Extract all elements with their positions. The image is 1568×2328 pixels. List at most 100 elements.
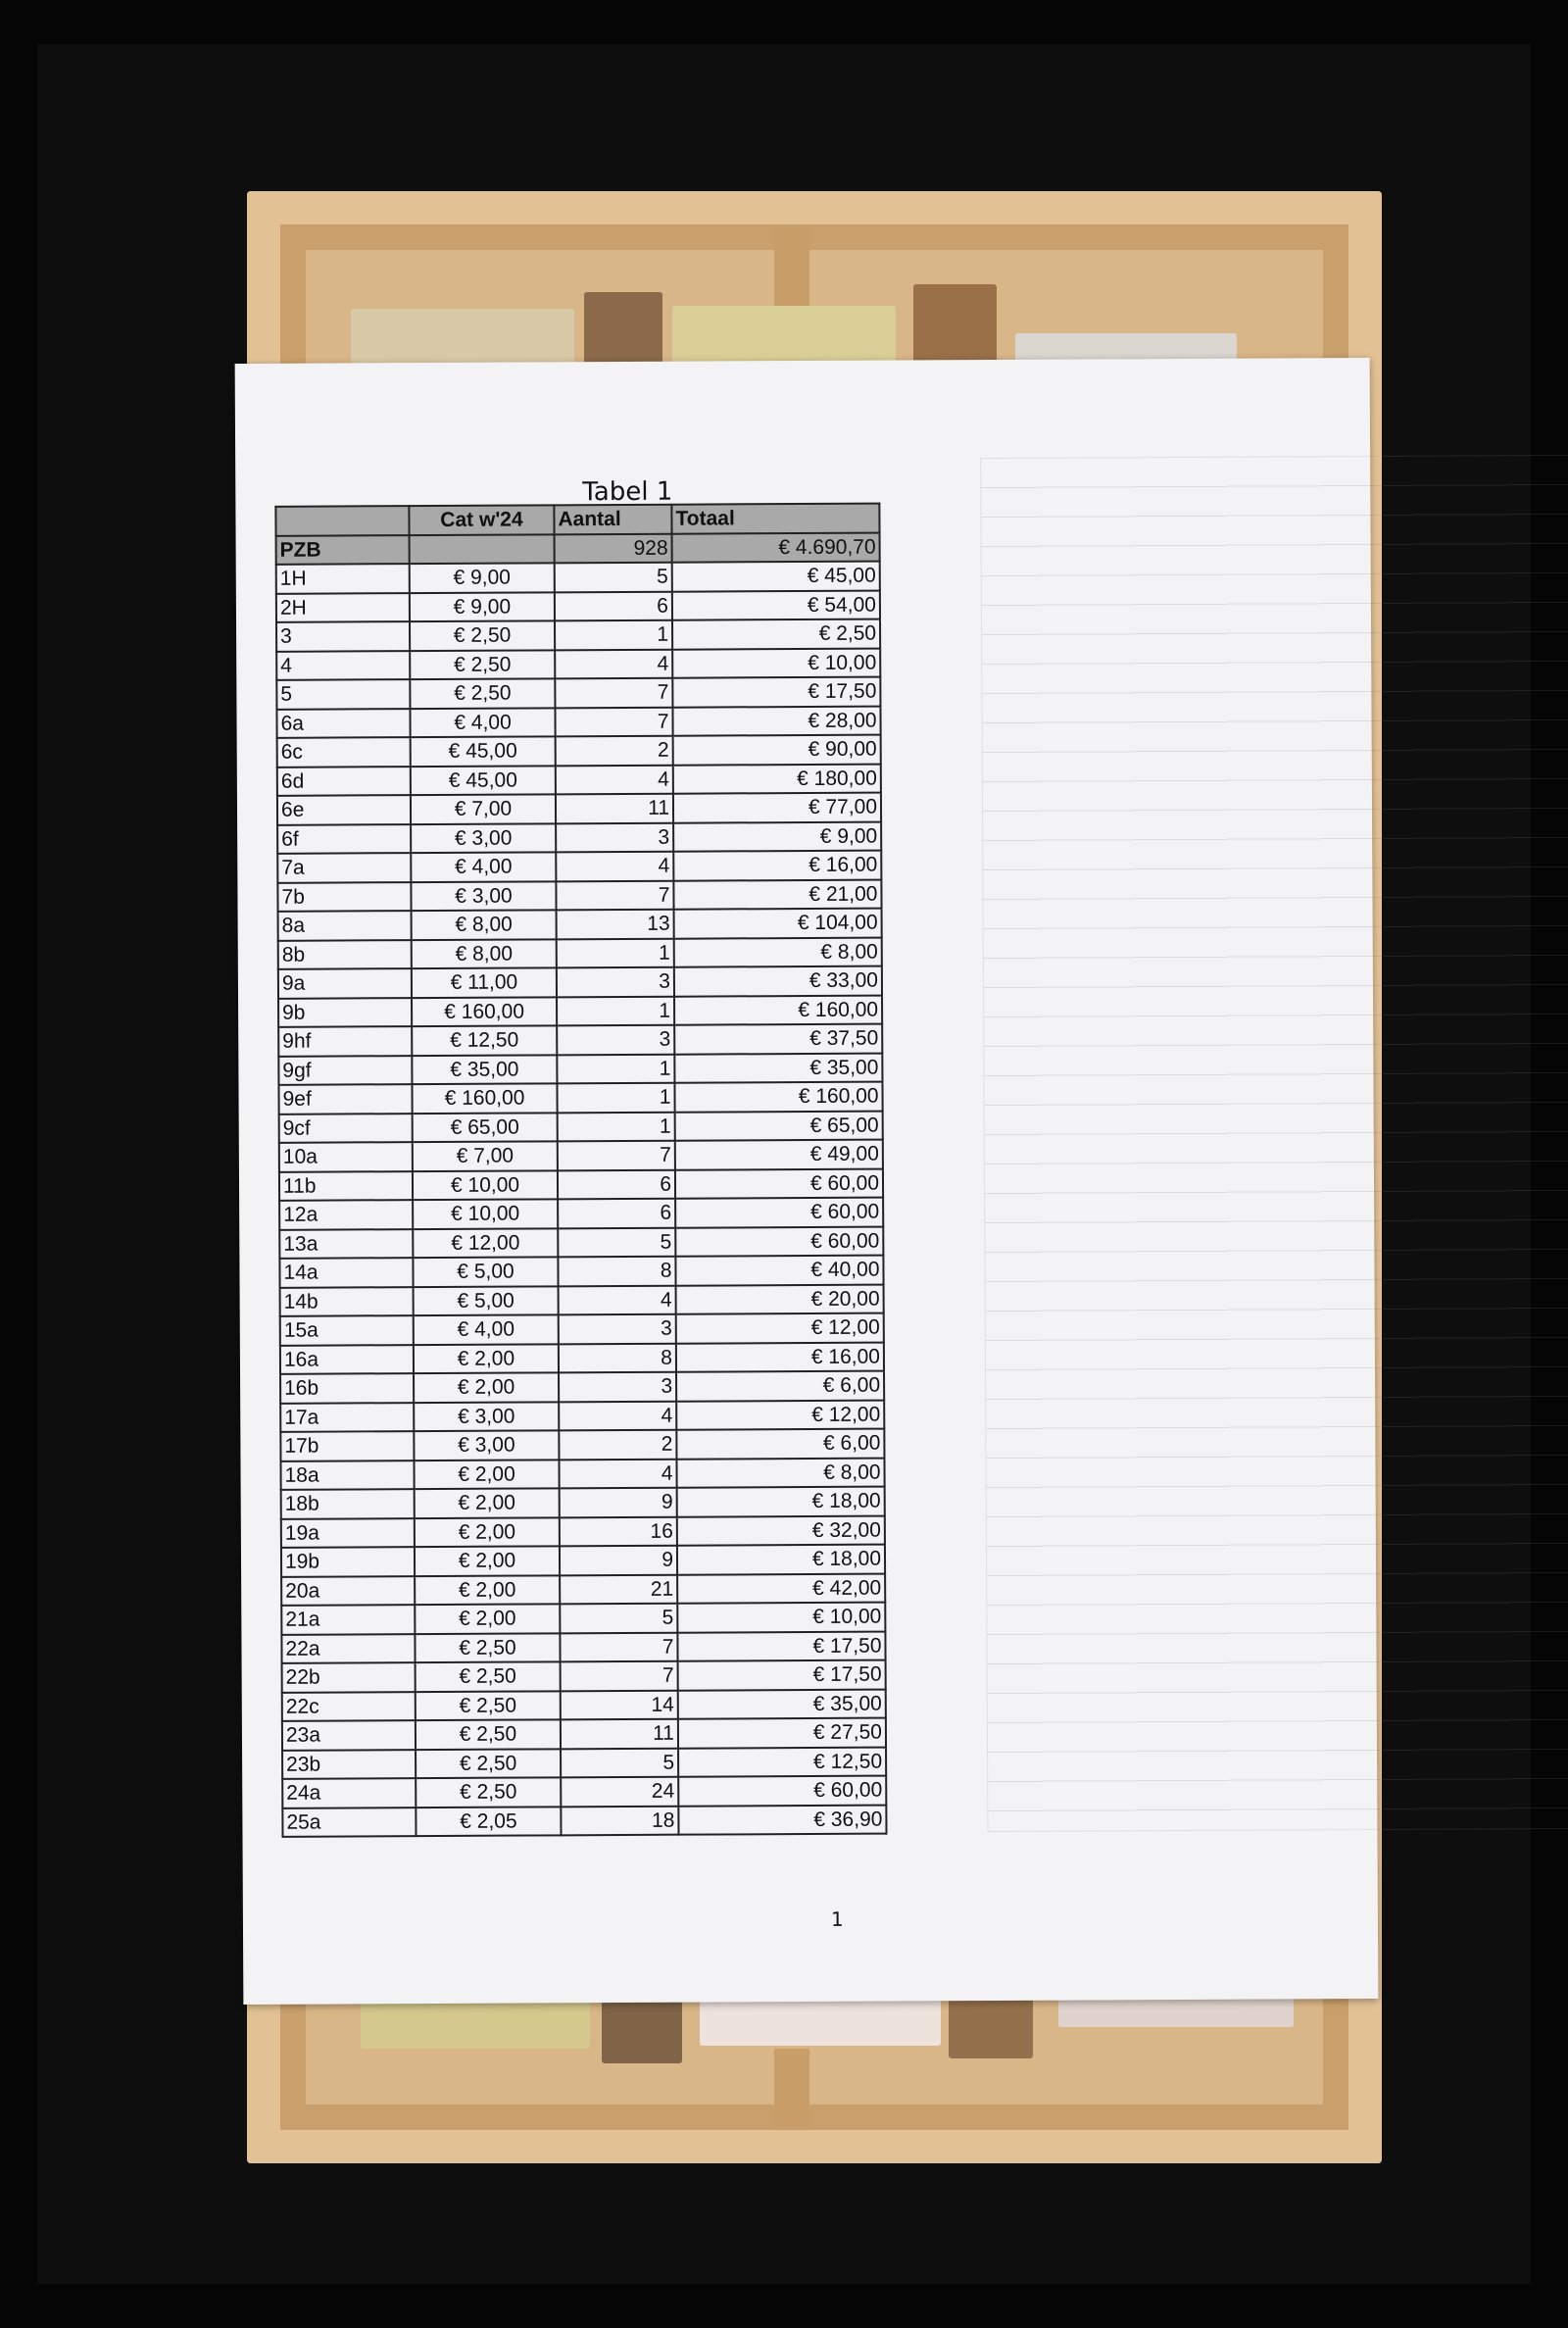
row-totaal: € 12,00 bbox=[675, 1313, 884, 1344]
row-cat: € 160,00 bbox=[412, 1083, 558, 1114]
table-row: 15a € 4,00 3 € 12,00 bbox=[279, 1313, 884, 1346]
row-cat: € 2,50 bbox=[416, 1777, 562, 1808]
table-row: 20a € 2,00 21 € 42,00 bbox=[281, 1573, 886, 1606]
row-label: 22c bbox=[281, 1691, 416, 1721]
row-totaal: € 60,00 bbox=[674, 1168, 884, 1199]
row-totaal: € 32,00 bbox=[676, 1515, 885, 1546]
table-row: 25a € 2,05 18 € 36,90 bbox=[282, 1805, 887, 1837]
row-aantal: 11 bbox=[555, 793, 674, 823]
row-aantal: 5 bbox=[560, 1603, 678, 1633]
row-totaal: € 21,00 bbox=[673, 879, 882, 910]
row-totaal: € 60,00 bbox=[675, 1226, 884, 1257]
row-totaal: € 17,50 bbox=[677, 1631, 886, 1661]
row-totaal: € 9,00 bbox=[673, 821, 882, 852]
table-row: 9a € 11,00 3 € 33,00 bbox=[277, 966, 883, 999]
row-cat: € 2,00 bbox=[413, 1343, 560, 1374]
row-label: 2H bbox=[275, 592, 411, 622]
row-aantal: 3 bbox=[556, 822, 674, 853]
table-row: 22b € 2,50 7 € 17,50 bbox=[281, 1659, 886, 1693]
row-totaal: € 28,00 bbox=[672, 706, 881, 736]
row-aantal: 3 bbox=[556, 966, 675, 997]
table-row: 14b € 5,00 4 € 20,00 bbox=[279, 1284, 884, 1316]
row-label: 9hf bbox=[278, 1026, 413, 1057]
table-row: 19b € 2,00 9 € 18,00 bbox=[280, 1544, 886, 1577]
row-aantal: 3 bbox=[558, 1313, 676, 1344]
row-aantal: 2 bbox=[559, 1429, 677, 1460]
row-cat: € 4,00 bbox=[410, 707, 556, 738]
row-aantal: 1 bbox=[557, 1082, 675, 1113]
row-totaal: € 60,00 bbox=[678, 1775, 887, 1807]
row-cat: € 35,00 bbox=[412, 1054, 558, 1085]
table-row: 6f € 3,00 3 € 9,00 bbox=[277, 821, 882, 854]
row-aantal: 8 bbox=[558, 1343, 677, 1373]
row-cat: € 2,50 bbox=[415, 1690, 561, 1721]
table-row: 16a € 2,00 8 € 16,00 bbox=[279, 1342, 885, 1374]
page-number: 1 bbox=[830, 1907, 844, 1931]
row-cat: € 3,00 bbox=[414, 1430, 560, 1461]
table-row: 6a € 4,00 7 € 28,00 bbox=[276, 706, 881, 738]
row-cat: € 12,50 bbox=[412, 1025, 558, 1056]
row-cat: € 8,00 bbox=[411, 910, 557, 940]
row-totaal: € 54,00 bbox=[671, 590, 880, 620]
table-row: 6e € 7,00 11 € 77,00 bbox=[276, 792, 882, 825]
table-row: 9hf € 12,50 3 € 37,50 bbox=[278, 1023, 883, 1057]
header-totaal: Totaal bbox=[671, 503, 880, 534]
row-cat: € 65,00 bbox=[412, 1112, 558, 1143]
row-cat: € 2,00 bbox=[415, 1604, 561, 1634]
row-cat: € 4,00 bbox=[411, 852, 557, 882]
table-row: 23a € 2,50 11 € 27,50 bbox=[281, 1717, 887, 1751]
row-label: 16b bbox=[280, 1373, 415, 1404]
table-row: 7a € 4,00 4 € 16,00 bbox=[277, 850, 882, 883]
row-aantal: 11 bbox=[560, 1718, 679, 1749]
row-aantal: 3 bbox=[559, 1371, 677, 1402]
table-row: 9gf € 35,00 1 € 35,00 bbox=[278, 1053, 883, 1085]
row-label: 9cf bbox=[278, 1113, 413, 1143]
row-totaal: € 27,50 bbox=[677, 1717, 887, 1749]
row-cat: € 2,50 bbox=[410, 678, 556, 709]
row-aantal: 18 bbox=[561, 1806, 679, 1836]
table-row: 6d € 45,00 4 € 180,00 bbox=[276, 764, 881, 796]
table-row: 18b € 2,00 9 € 18,00 bbox=[280, 1486, 885, 1519]
row-label: 18a bbox=[280, 1460, 415, 1490]
row-aantal: 4 bbox=[556, 851, 674, 881]
row-totaal: € 12,00 bbox=[676, 1400, 885, 1430]
header-cat: Cat w'24 bbox=[409, 505, 555, 535]
table-row: 9cf € 65,00 1 € 65,00 bbox=[278, 1111, 883, 1143]
row-label: 16a bbox=[279, 1344, 415, 1374]
table-row: 24a € 2,50 24 € 60,00 bbox=[282, 1775, 887, 1808]
row-cat: € 10,00 bbox=[413, 1199, 559, 1229]
row-cat: € 10,00 bbox=[412, 1169, 559, 1201]
row-label: 25a bbox=[282, 1807, 416, 1837]
row-totaal: € 10,00 bbox=[672, 648, 881, 678]
row-label: 7a bbox=[277, 853, 412, 883]
table-row: 9b € 160,00 1 € 160,00 bbox=[278, 995, 883, 1027]
row-cat: € 2,50 bbox=[415, 1719, 562, 1750]
table-row: 18a € 2,00 4 € 8,00 bbox=[280, 1458, 885, 1490]
row-label: 9ef bbox=[278, 1084, 413, 1114]
row-cat: € 2,50 bbox=[410, 649, 556, 680]
row-label: 14a bbox=[279, 1258, 414, 1288]
row-totaal: € 17,50 bbox=[672, 676, 881, 708]
table-row: 5 € 2,50 7 € 17,50 bbox=[276, 676, 881, 710]
row-label: 3 bbox=[276, 621, 411, 652]
row-totaal: € 10,00 bbox=[677, 1602, 886, 1633]
row-totaal: € 20,00 bbox=[675, 1284, 884, 1314]
row-totaal: € 49,00 bbox=[674, 1139, 883, 1170]
row-cat: € 3,00 bbox=[411, 822, 557, 854]
show-through-table bbox=[980, 454, 1568, 1833]
table-row: 7b € 3,00 7 € 21,00 bbox=[277, 879, 882, 912]
summary-aantal: 928 bbox=[554, 533, 672, 564]
row-aantal: 8 bbox=[558, 1256, 676, 1286]
table-row: 3 € 2,50 1 € 2,50 bbox=[276, 619, 881, 652]
row-aantal: 6 bbox=[554, 591, 673, 621]
row-cat: € 2,50 bbox=[415, 1632, 561, 1663]
row-cat: € 11,00 bbox=[411, 967, 558, 998]
printed-sheet: Tabel 1 Cat w'24 Aantal Totaal PZB 928 €… bbox=[234, 357, 1568, 2006]
table-row: 6c € 45,00 2 € 90,00 bbox=[276, 734, 881, 768]
row-aantal: 7 bbox=[557, 1140, 675, 1170]
row-aantal: 5 bbox=[558, 1227, 676, 1258]
row-cat: € 5,00 bbox=[413, 1285, 559, 1316]
table-row: 17b € 3,00 2 € 6,00 bbox=[280, 1428, 885, 1461]
row-aantal: 16 bbox=[559, 1516, 677, 1547]
row-totaal: € 35,00 bbox=[674, 1053, 883, 1083]
